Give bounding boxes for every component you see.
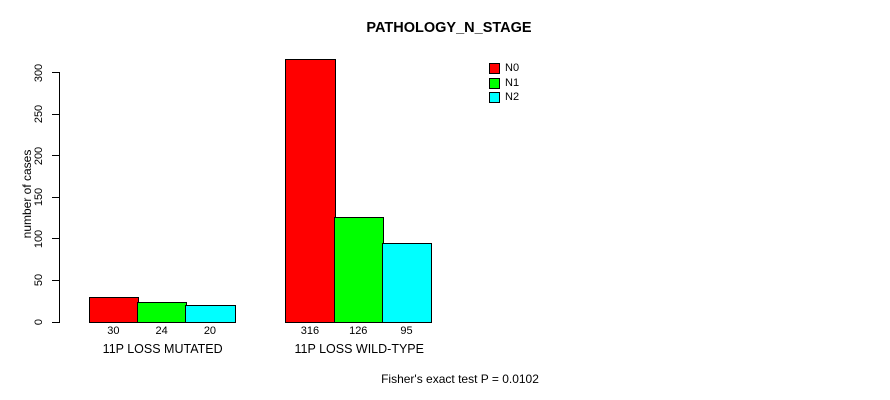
legend-swatch-n1 [489,77,500,89]
legend-swatch-n0 [489,62,500,74]
y-tick-mark [52,155,60,157]
stat-annotation: Fisher's exact test P = 0.0102 [381,372,539,386]
bar-n0-2 [285,59,336,323]
y-tick-label: 50 [33,274,45,287]
bar-n0-1 [88,297,139,323]
bar-value-label: 30 [107,325,120,337]
y-tick-mark [52,238,60,240]
y-tick-mark [52,321,60,323]
legend-item-n2: N2 [489,91,519,106]
legend-item-n0: N0 [489,61,519,76]
legend: N0 N1 N2 [489,61,519,105]
legend-label-n0: N0 [505,61,520,74]
y-axis-line [59,72,60,323]
legend-label-n1: N1 [505,76,520,89]
bar-value-label: 20 [203,325,217,337]
y-tick-mark [52,113,60,115]
bar-value-label: 126 [349,325,368,337]
bar-n1-2 [333,217,384,323]
bar-n2-2 [381,242,433,323]
chart-title: PATHOLOGY_N_STAGE [366,20,532,36]
y-tick-label: 100 [33,229,45,249]
y-tick-mark [52,72,60,73]
category-label: 11P LOSS MUTATED [102,341,223,356]
legend-swatch-n2 [489,92,500,104]
legend-label-n2: N2 [505,91,520,104]
bar-value-label: 316 [300,325,320,337]
bar-n1-1 [137,302,188,323]
y-tick-mark [52,279,60,281]
category-label: 11P LOSS WILD-TYPE [294,341,424,356]
bar-n2-1 [185,305,236,323]
y-tick-label: 0 [33,318,45,326]
y-tick-label: 200 [33,146,45,165]
legend-item-n1: N1 [489,76,519,91]
y-tick-label: 250 [33,104,45,124]
y-axis-label: number of cases [20,149,34,239]
y-tick-mark [52,196,60,198]
y-tick-label: 300 [33,63,45,82]
bar-value-label: 95 [400,325,413,337]
y-tick-label: 150 [33,188,45,207]
bar-value-label: 24 [155,325,168,337]
